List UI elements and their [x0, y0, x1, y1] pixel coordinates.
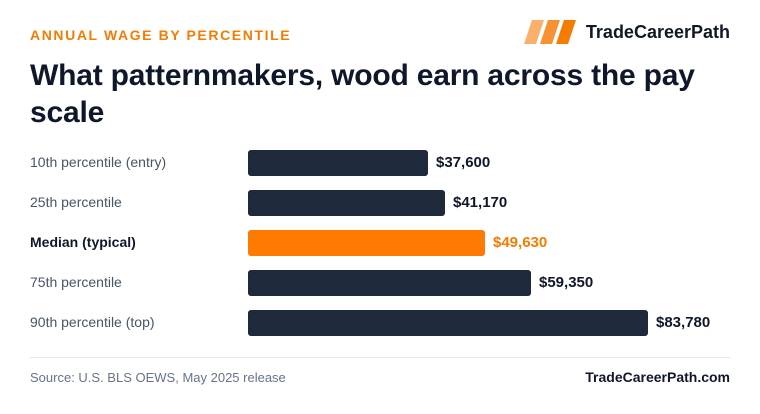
bar	[248, 270, 531, 296]
category-label: Median (typical)	[30, 234, 136, 250]
bar-row: 25th percentile $41,170	[0, 182, 760, 222]
footer-divider	[30, 357, 730, 358]
brand: TradeCareerPath	[523, 20, 730, 44]
category-label: 10th percentile (entry)	[30, 154, 167, 170]
logo-stripe-3	[555, 20, 576, 44]
bar	[248, 310, 648, 336]
value-label: $49,630	[493, 234, 548, 251]
value-label: $37,600	[436, 154, 491, 171]
category-label: 25th percentile	[30, 194, 122, 210]
wage-bar-chart: 10th percentile (entry) $37,600 25th perce…	[0, 142, 760, 342]
bar	[248, 190, 445, 216]
category-label: 75th percentile	[30, 274, 122, 290]
bar-row: 90th percentile (top) $83,780	[0, 302, 760, 342]
bar-row: Median (typical) $49,630	[0, 222, 760, 262]
logo-stripe-1	[523, 20, 544, 44]
page-title: What patternmakers, wood earn across the…	[30, 59, 695, 129]
bar-row: 75th percentile $59,350	[0, 262, 760, 302]
logo-stripe-2	[539, 20, 560, 44]
brand-name: TradeCareerPath	[585, 21, 730, 42]
bar	[248, 150, 428, 176]
value-label: $41,170	[453, 194, 508, 211]
brand-logo-icon	[523, 20, 576, 44]
kicker: ANNUAL WAGE BY PERCENTILE	[30, 27, 292, 43]
source-note: Source: U.S. BLS OEWS, May 2025 release	[30, 370, 286, 385]
category-label: 90th percentile (top)	[30, 314, 155, 330]
value-label: $83,780	[656, 314, 711, 331]
bar	[248, 230, 485, 256]
value-label: $59,350	[539, 274, 594, 291]
bar-row: 10th percentile (entry) $37,600	[0, 142, 760, 182]
footer-brand-link[interactable]: TradeCareerPath.com	[585, 369, 730, 385]
